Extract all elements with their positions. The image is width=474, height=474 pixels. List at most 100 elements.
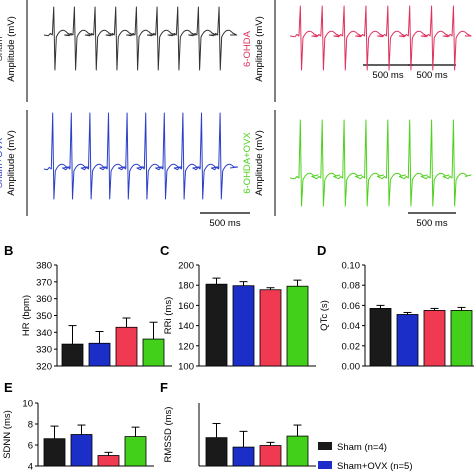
panel-letter: C [160,243,170,258]
y-tick-label: 0.06 [342,301,361,312]
bar [205,283,228,367]
panel-letter: F [160,380,168,395]
bar-group [61,325,84,367]
y-tick-label: 120 [178,341,194,352]
y-axis-label: QTc (s) [319,300,330,331]
y-tick-label: 350 [36,311,52,322]
y-axis-label: SDNN (ms) [2,410,13,459]
bar-panel-D: D 0.00 0.02 0.04 0.06 0.08 0.10 QTc (s) [317,243,474,373]
y-axis-label: HR (bpm) [21,295,32,336]
bar [115,326,138,367]
bar-group [70,424,93,467]
bar-group [286,279,309,367]
bar [88,342,111,367]
bar [259,445,282,467]
ecg-panel-4: Amplitude (mV)6-OHDA+OVX 500 ms [242,110,472,229]
bar [396,314,419,367]
bar-group [259,287,282,367]
bar [259,289,282,367]
y-tick-label: 6 [28,441,33,452]
bar [43,438,66,467]
bar [232,285,255,367]
bar-panel-C: C 100 120 140 160 180 200 RRi (ms) [160,243,316,373]
bar-charts: B 320 330 340 350 360 370 380 HR (bpm) C 100 120 140… [2,243,474,473]
ecg-group-label: Sham [0,37,5,62]
bar-panel-E: E 4 6 8 10 SDNN (ms) [2,380,154,473]
ecg-panel-3: Amplitude (mV)Sham+OVX 500 ms [0,110,250,229]
bar [124,436,147,467]
y-tick-label: 320 [36,362,52,373]
bar [232,446,255,467]
y-tick-label: 0.00 [342,362,361,373]
y-axis-label: RMSSD (ms) [163,407,174,463]
legend-label: Sham+OVX (n=5) [337,461,413,472]
ecg-trace [289,119,472,207]
bar [423,310,446,367]
bar-group [97,451,120,467]
ecg-group-label: 6-OHDA+OVX [242,132,253,194]
bar-panel-B: B 320 330 340 350 360 370 380 HR (bpm) [4,243,172,373]
ecg-amplitude-label: Amplitude (mV) [6,130,17,195]
ecg-scale-label: 500 ms [372,70,403,81]
bar-group [286,424,309,467]
y-tick-label: 10 [22,399,33,410]
bar-group [205,422,228,467]
bar [70,434,93,467]
y-tick-label: 360 [36,294,52,305]
bar [61,343,84,367]
bar [369,308,392,367]
bar-group [88,330,111,367]
y-tick-label: 0.08 [342,281,361,292]
bar-group [232,281,255,367]
ecg-scale-label: 500 ms [416,70,447,81]
panel-letter: E [4,380,13,395]
legend-swatch [318,442,332,450]
bar [286,285,309,367]
ecg-group-label: 6-OHDA [242,30,253,67]
bar-group [43,425,66,467]
bar-group [423,307,446,367]
y-tick-label: 200 [178,261,194,272]
bar [286,435,309,467]
bar-group [124,426,147,467]
y-tick-label: 4 [28,462,33,473]
ecg-trace [43,112,239,200]
bar-panel-F: F RMSSD (ms) [160,380,316,467]
ecg-scale-label: 500 ms [209,218,240,229]
bar-group [115,317,138,367]
y-tick-label: 140 [178,321,194,332]
legend-label: Sham (n=4) [337,442,387,453]
bar-group [142,321,165,367]
bar [450,310,473,367]
y-tick-label: 340 [36,328,52,339]
panel-letter: D [317,243,326,258]
ecg-amplitude-label: Amplitude (mV) [6,16,17,81]
bar-group [450,306,473,367]
y-tick-label: 180 [178,281,194,292]
bar-group [369,304,392,367]
bar-group [205,277,228,367]
y-tick-label: 8 [28,420,33,431]
bar-group [396,311,419,367]
ecg-trace [289,5,472,71]
y-tick-label: 370 [36,277,52,288]
legend: Sham (n=4) Sham+OVX (n=5) [318,442,413,472]
y-tick-label: 160 [178,301,194,312]
y-tick-label: 100 [178,362,194,373]
y-tick-label: 0.10 [342,261,361,272]
panel-letter: B [4,243,13,258]
ecg-panel-2: Amplitude (mV)6-OHDA 500 ms [242,0,472,102]
y-tick-label: 0.04 [342,321,361,332]
bar [205,437,228,467]
y-tick-label: 0.02 [342,341,361,352]
ecg-trace [43,6,238,71]
bar-group [259,441,282,467]
ecg-amplitude-label: Amplitude (mV) [254,16,265,81]
y-tick-label: 330 [36,345,52,356]
bar [97,455,120,467]
y-axis-label: RRi (ms) [163,297,174,334]
